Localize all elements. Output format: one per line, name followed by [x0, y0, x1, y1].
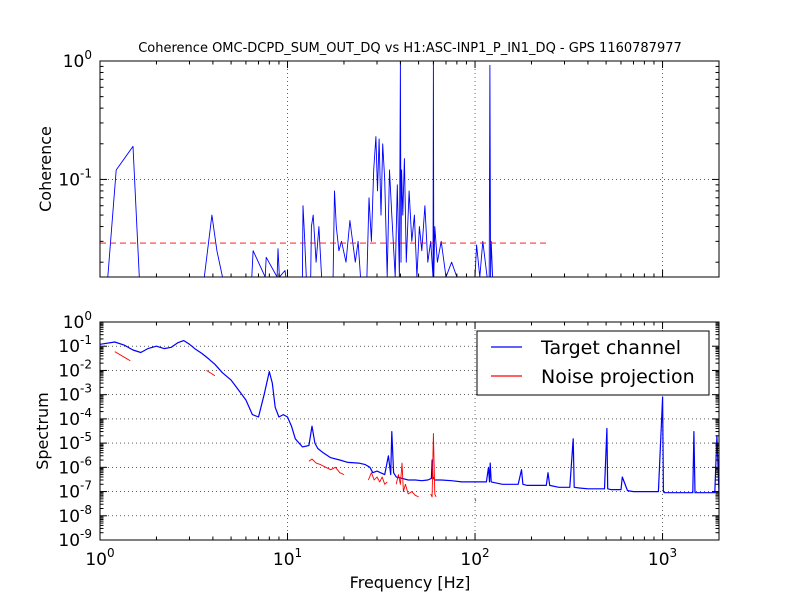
coherence-axes-frame	[99, 60, 720, 278]
series-line-noise-projection-segment-1	[206, 370, 216, 377]
x-tick-label: 102	[460, 546, 489, 570]
coherence-lines	[100, 61, 550, 277]
spectrum-axes-frame	[99, 321, 720, 541]
coherence-grid	[100, 61, 719, 277]
legend-box	[476, 330, 710, 396]
spectrum-ylabel: Spectrum	[33, 392, 52, 470]
y-tick-label: 10-2	[58, 357, 92, 381]
y-tick-label: 10-1	[58, 166, 92, 190]
series-line-target-channel	[100, 340, 719, 494]
y-tick-label: 10-9	[58, 527, 92, 551]
series-line-noise-projection-segment-5	[430, 433, 437, 498]
y-tick-label: 10-5	[58, 430, 92, 454]
y-tick-label: 100	[63, 309, 92, 333]
y-tick-label: 10-4	[58, 406, 92, 430]
x-tick-label: 103	[648, 546, 677, 570]
y-tick-label: 10-1	[58, 333, 92, 357]
series-line-noise-projection-segment-6	[474, 498, 477, 502]
series-line-noise-projection-segment-3	[367, 472, 388, 485]
series-line-series-0	[107, 61, 494, 277]
spectrum-ticks: 100 101 102 103 10-910-810-710-610-510-410-3…	[58, 309, 719, 570]
y-tick-label: 10-7	[58, 479, 92, 503]
series-line-noise-projection-segment-4	[395, 462, 419, 498]
y-tick-label: 10-3	[58, 382, 92, 406]
series-line-noise-projection-segment-0	[114, 351, 131, 362]
x-tick-label: 100	[85, 546, 114, 570]
spectrum-panel: 100 101 102 103 10-910-810-710-610-510-410-3…	[33, 309, 720, 592]
y-tick-label: 100	[63, 48, 92, 72]
coherence-panel: 10-1 100 Coherence	[36, 48, 720, 278]
coherence-title: Coherence OMC-DCPD_SUM_OUT_DQ vs H1:ASC-…	[138, 41, 682, 56]
spectrum-xlabel: Frequency [Hz]	[350, 573, 471, 592]
coherence-ticks: 10-1 100	[58, 48, 719, 277]
y-tick-label: 10-6	[58, 454, 92, 478]
legend-label-noise-projection: Noise projection	[541, 366, 695, 388]
spectrum-lines	[100, 340, 719, 502]
legend-label-target-channel: Target channel	[540, 337, 681, 359]
coherence-ylabel: Coherence	[36, 126, 55, 212]
series-line-noise-projection-segment-2	[308, 458, 345, 476]
y-tick-label: 10-8	[58, 503, 92, 527]
x-tick-label: 101	[273, 546, 302, 570]
legend: Target channel Noise projection	[476, 330, 710, 396]
